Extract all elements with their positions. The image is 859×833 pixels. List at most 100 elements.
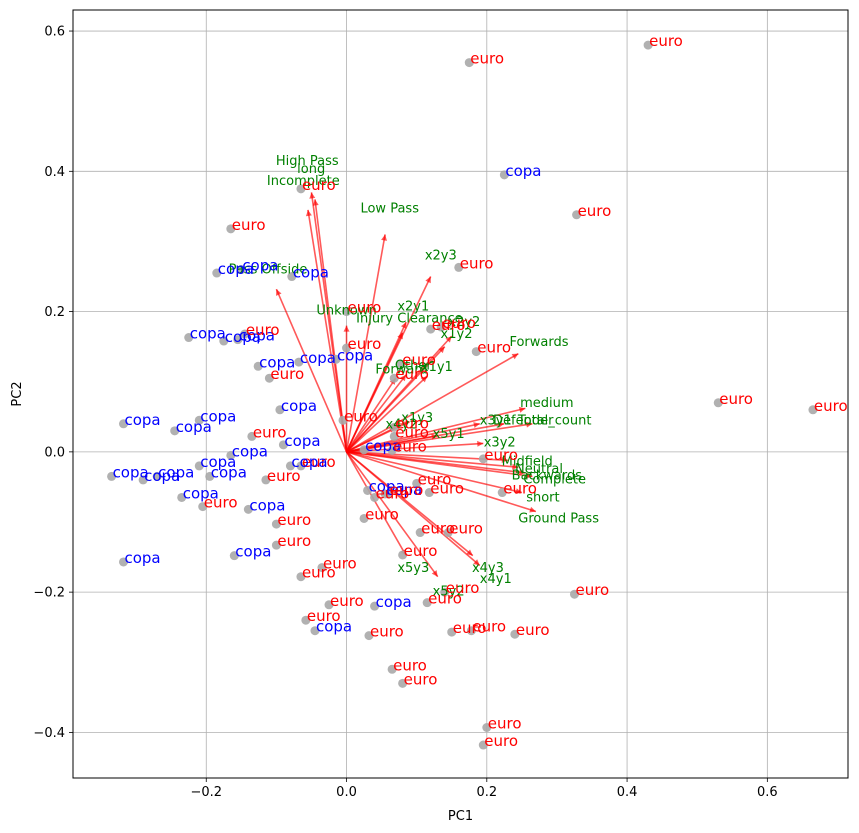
observation-point	[198, 502, 208, 512]
observation-label: euro	[575, 581, 609, 599]
observation-point	[247, 431, 257, 441]
observation-label: copa	[249, 496, 285, 514]
observation-label: euro	[370, 623, 404, 641]
y-axis-label: PC2	[10, 381, 25, 406]
observation-point	[233, 335, 243, 345]
loading-arrowhead	[397, 332, 403, 340]
observation-label: copa	[242, 257, 278, 275]
observation-point	[387, 445, 397, 455]
observation-point	[317, 563, 327, 573]
observation-label: euro	[446, 579, 480, 597]
loading-label: Neutral	[515, 462, 563, 477]
observation-label: euro	[307, 607, 341, 625]
observation-label: euro	[253, 423, 287, 441]
observation-label: euro	[393, 437, 427, 455]
observation-point	[177, 492, 187, 502]
observation-label: copa	[281, 397, 317, 415]
plot-frame	[72, 9, 849, 779]
observation-label: euro	[432, 316, 466, 334]
observation-point	[296, 461, 306, 471]
observation-point	[424, 488, 434, 498]
loading-label: x1y1	[421, 360, 453, 375]
observation-point	[499, 170, 509, 180]
loading-arrowhead	[402, 421, 410, 427]
observation-point	[370, 601, 380, 611]
observation-label: euro	[484, 732, 518, 750]
observation-label: copa	[176, 418, 212, 436]
loading-label: x3y2	[484, 435, 516, 450]
observation-point	[229, 551, 239, 561]
loading-label: Defender	[493, 413, 554, 428]
observation-point	[152, 471, 162, 481]
observation-label: euro	[421, 520, 455, 538]
observation-label: copa	[316, 618, 352, 636]
observation-point	[359, 513, 369, 523]
observation-label: euro	[578, 202, 612, 220]
observation-point	[118, 419, 128, 429]
observation-label: copa	[183, 484, 219, 502]
observation-label: euro	[348, 299, 382, 317]
observation-label: euro	[302, 564, 336, 582]
loading-arrowhead	[477, 440, 484, 447]
x-tick-label: 0.2	[476, 785, 497, 800]
observation-label: copa	[232, 442, 268, 460]
observation-label: copa	[291, 453, 327, 471]
observation-label: copa	[239, 327, 275, 345]
loading-arrowhead	[511, 353, 519, 360]
observation-label: euro	[649, 32, 683, 50]
observation-point	[243, 504, 253, 514]
observation-point	[310, 626, 320, 636]
loading-label: Complete	[523, 472, 586, 487]
observation-label: euro	[277, 532, 311, 550]
observation-label: euro	[232, 216, 266, 234]
observation-label: euro	[302, 453, 336, 471]
loading-label: long	[297, 162, 325, 177]
observation-point	[296, 572, 306, 582]
loading-arrowhead	[473, 422, 480, 428]
loading-arrows	[275, 192, 537, 578]
loading-arrowhead	[400, 322, 407, 329]
loading-label: Forwards	[509, 335, 568, 350]
observation-point	[240, 329, 250, 339]
observation-point	[301, 615, 311, 625]
observation-label: euro	[453, 619, 487, 637]
observation-label: copa	[505, 162, 541, 180]
loading-label: Unknown	[316, 303, 376, 318]
observation-label: euro	[477, 339, 511, 357]
observation-label: euro	[376, 484, 410, 502]
loading-label: Forward	[375, 362, 427, 377]
observation-label: copa	[293, 264, 329, 282]
observation-label: copa	[144, 467, 180, 485]
loading-label: x5y3	[397, 561, 429, 576]
observation-label: copa	[284, 432, 320, 450]
loading-label: x2y2	[448, 315, 480, 330]
observation-point	[107, 471, 117, 481]
observation-point	[226, 450, 236, 460]
observation-point	[415, 528, 425, 538]
observation-point	[412, 478, 422, 488]
loading-arrowhead	[425, 276, 431, 284]
observation-point	[342, 343, 352, 353]
observation-label: copa	[369, 477, 405, 495]
observation-label: euro	[395, 365, 429, 383]
loading-label: x4y3	[472, 561, 504, 576]
observation-point	[364, 631, 374, 641]
loading-arrowhead	[420, 376, 428, 383]
observation-label: copa	[259, 353, 295, 371]
loading-arrow	[346, 442, 484, 453]
x-tick-label: 0.0	[336, 785, 357, 800]
observation-label: euro	[395, 414, 429, 432]
loading-arrowhead	[381, 234, 388, 241]
observation-point	[713, 398, 723, 408]
observation-point	[396, 359, 406, 369]
loading-arrow	[346, 407, 526, 453]
loading-arrowhead	[473, 559, 480, 566]
observation-point	[466, 626, 476, 636]
observation-label: euro	[472, 618, 506, 636]
observation-point	[387, 664, 397, 674]
loading-arrow	[345, 332, 404, 453]
loading-label: Low Pass	[360, 201, 419, 216]
observation-point	[447, 627, 457, 637]
loading-arrow	[345, 451, 407, 557]
